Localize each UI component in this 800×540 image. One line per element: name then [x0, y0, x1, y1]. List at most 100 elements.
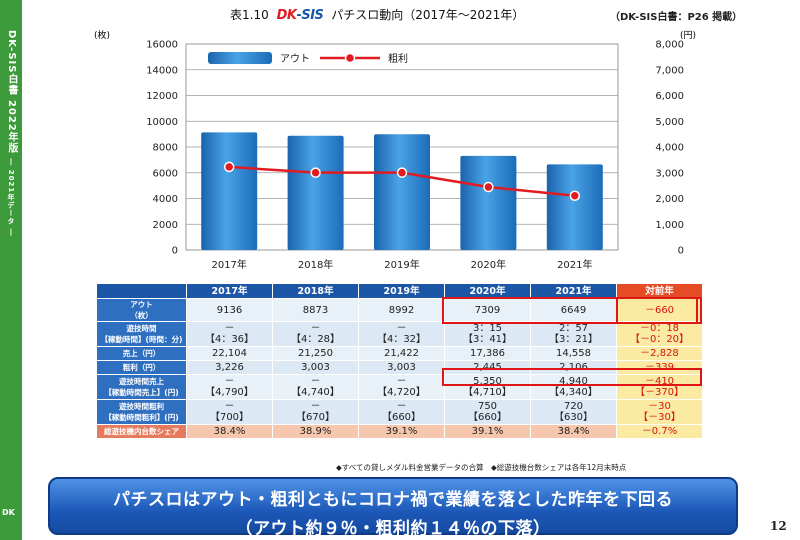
highlight-profit-row [442, 368, 702, 386]
left-tick-label: 8000 [153, 143, 178, 154]
table-cell: 6649 [530, 298, 617, 322]
right-tick-label: 5,000 [655, 117, 684, 128]
table-cell: － 【4,790】 [186, 374, 273, 400]
legend-bar-swatch [208, 52, 272, 64]
page-title: 表1.10 DK-SIS パチスロ動向（2017年～2021年） [230, 6, 524, 23]
profit-point-2018年 [310, 167, 321, 178]
highlight-out-2020-2021 [442, 297, 698, 324]
table-cell: 38.4% [530, 424, 617, 439]
header-2018: 2018年 [272, 283, 359, 299]
combo-chart: 0 2000 4000 6000 8000 10000 12000 14000 16000 0 1,… [94, 29, 696, 271]
table-cell: 3,003 [272, 360, 359, 375]
row-label: 遊技時間売上 【稼動時間売上】(円) [96, 374, 187, 400]
x-tick-label: 2017年 [211, 258, 246, 271]
left-tick-label: 12000 [146, 91, 178, 102]
table-cell: 3：15 【3：41】 [444, 321, 531, 347]
right-tick-label: 3,000 [655, 168, 684, 179]
table-row: 粗利（円） 3,226 3,003 3,003 2,445 2,106 －339 [96, 360, 703, 375]
sidebar-title-text: DK-SIS白書 2022年版 [6, 30, 17, 154]
left-axis-unit: (枚) [94, 29, 110, 41]
table-cell: 4,940 【4,340】 [530, 374, 617, 400]
table-cell: － 【700】 [186, 399, 273, 425]
table-cell: 21,250 [272, 346, 359, 361]
page-number: 12 [770, 519, 787, 533]
table-cell: 38.9% [272, 424, 359, 439]
bar-2021年 [546, 164, 603, 250]
left-tick-label: 4000 [153, 194, 178, 205]
table-cell: 14,558 [530, 346, 617, 361]
banner-line-1: パチスロはアウト・粗利ともにコロナ禍で業績を落とした昨年を下回る [113, 490, 673, 510]
table-row: 総遊技機内台数シェア 38.4% 38.9% 39.1% 39.1% 38.4% －0.7% [96, 424, 703, 439]
right-tick-label: 1,000 [655, 220, 684, 231]
table-row: アウト （枚） 9136 8873 8992 7309 6649 －660 [96, 298, 703, 322]
footnote: ◆すべての貸しメダル料金営業データの合算 ◆総遊技機台数シェアは各年12月末時点 [336, 463, 627, 472]
table-cell: 750 【660】 [444, 399, 531, 425]
table-row: 売上（円） 22,104 21,250 21,422 17,386 14,558 －2,82… [96, 346, 703, 361]
table-cell: 5,350 【4,710】 [444, 374, 531, 400]
logo-part-sis: -SIS [296, 8, 324, 23]
table-cell: 3,226 [186, 360, 273, 375]
source-note: （DK-SIS白書：P26 掲載） [610, 12, 743, 23]
row-label: 売上（円） [96, 346, 187, 361]
yoy-cell: －0.7% [616, 424, 703, 439]
table-cell: － 【4：28】 [272, 321, 359, 347]
logo-part-dk: DK [276, 8, 297, 23]
summary-banner: パチスロはアウト・粗利ともにコロナ禍で業績を落とした昨年を下回る （アウト約９％… [48, 477, 738, 539]
sidebar-logo: DK [2, 508, 15, 517]
yoy-cell: －339 [616, 360, 703, 375]
table-cell: － 【4：36】 [186, 321, 273, 347]
bar-series [201, 132, 603, 250]
legend: アウト 粗利 [208, 52, 408, 65]
left-tick-label: 2000 [153, 220, 178, 231]
table-row: 遊技時間粗利 【稼動時間粗利】(円) － 【700】－ 【670】－ 【660】 7… [96, 399, 703, 425]
table-cell: － 【660】 [358, 399, 445, 425]
bar-2019年 [374, 134, 430, 250]
left-tick-label: 0 [172, 246, 178, 257]
profit-point-2019年 [396, 167, 408, 178]
left-tick-label: 16000 [146, 40, 178, 51]
table-cell: 39.1% [358, 424, 445, 439]
x-tick-label: 2021年 [557, 258, 592, 271]
table-cell: － 【670】 [272, 399, 359, 425]
bar-2018年 [287, 135, 344, 250]
header-yoy: 対前年 [616, 283, 703, 299]
table-cell: 22,104 [186, 346, 273, 361]
legend-bar-label: アウト [280, 53, 310, 65]
yoy-cell: －0：18 【－0：20】 [616, 321, 703, 347]
left-tick-label: 14000 [146, 65, 178, 76]
sidebar-title: DK-SIS白書 2022年版 ― 2021年データ ― [4, 30, 19, 237]
right-tick-label: 2,000 [655, 194, 684, 205]
right-tick-label: 4,000 [655, 143, 684, 154]
right-axis-unit: (円) [680, 30, 696, 41]
line-series [223, 161, 581, 202]
table-cell: 17,386 [444, 346, 531, 361]
table-cell: － 【4：32】 [358, 321, 445, 347]
table-number: 表1.10 [230, 8, 269, 22]
right-tick-label: 7,000 [655, 65, 684, 76]
x-tick-label: 2018年 [298, 258, 333, 271]
table-cell: 720 【630】 [530, 399, 617, 425]
yoy-cell: －410 【－370】 [616, 374, 703, 400]
row-label: 総遊技機内台数シェア [96, 424, 187, 439]
grid-lines [186, 69, 618, 225]
yoy-cell: －30 【－30】 [616, 399, 703, 425]
left-tick-label: 10000 [146, 117, 178, 128]
profit-point-2020年 [483, 181, 494, 193]
table-cell: 39.1% [444, 424, 531, 439]
x-tick-label: 2020年 [471, 258, 506, 271]
title-text: パチスロ動向（2017年～2021年） [331, 8, 525, 22]
table-cell: 8992 [358, 298, 445, 322]
bar-2020年 [460, 155, 517, 250]
table-cell: 2：57 【3：21】 [530, 321, 617, 347]
table-cell: 2,106 [530, 360, 617, 375]
profit-point-2021年 [569, 190, 581, 202]
table-header-row: 2017年 2018年 2019年 2020年 2021年 対前年 [96, 283, 703, 299]
row-label: 遊技時間 【稼動時間】(時間：分) [96, 321, 187, 347]
table-cell: 2,445 [444, 360, 531, 375]
right-tick-label: 6,000 [655, 91, 684, 102]
table-row: 遊技時間売上 【稼動時間売上】(円) － 【4,790】－ 【4,740】－ 【4… [96, 374, 703, 400]
table-cell: 38.4% [186, 424, 273, 439]
right-tick-label: 8,000 [655, 40, 684, 51]
row-label: アウト （枚） [96, 298, 187, 322]
table-cell: 8873 [272, 298, 359, 322]
